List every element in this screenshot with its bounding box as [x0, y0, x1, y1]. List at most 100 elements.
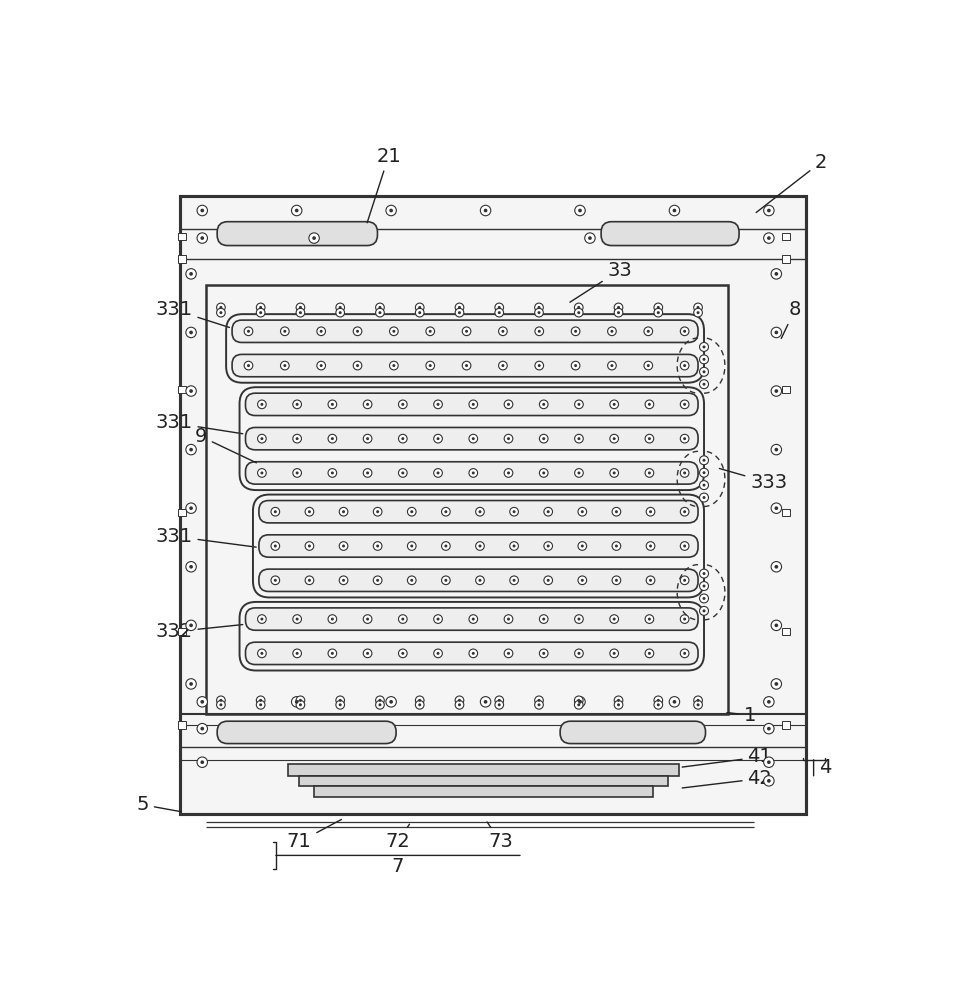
Circle shape	[444, 579, 447, 582]
Circle shape	[338, 306, 341, 309]
Circle shape	[699, 468, 707, 477]
Circle shape	[682, 471, 685, 474]
Circle shape	[401, 403, 404, 406]
Circle shape	[216, 700, 225, 709]
Circle shape	[613, 303, 622, 312]
Circle shape	[185, 562, 196, 572]
Circle shape	[539, 400, 548, 409]
Circle shape	[574, 696, 582, 705]
Circle shape	[292, 649, 301, 658]
Circle shape	[376, 579, 379, 582]
Circle shape	[771, 327, 780, 338]
Circle shape	[415, 303, 424, 312]
Bar	[781, 628, 789, 635]
Text: 4: 4	[818, 758, 830, 777]
Circle shape	[418, 699, 421, 702]
Circle shape	[577, 703, 579, 706]
Circle shape	[504, 400, 512, 409]
Circle shape	[415, 700, 424, 709]
Circle shape	[244, 327, 253, 336]
Circle shape	[539, 649, 548, 658]
Circle shape	[436, 437, 439, 440]
Circle shape	[509, 576, 518, 585]
Circle shape	[247, 330, 250, 333]
Circle shape	[376, 545, 379, 547]
Circle shape	[258, 649, 266, 658]
Circle shape	[461, 361, 470, 370]
Circle shape	[335, 303, 344, 312]
Circle shape	[436, 618, 439, 621]
Bar	[180, 196, 805, 814]
Circle shape	[283, 330, 286, 333]
Circle shape	[378, 306, 382, 309]
Circle shape	[256, 696, 264, 705]
Circle shape	[373, 542, 382, 550]
Circle shape	[292, 469, 301, 477]
Circle shape	[774, 682, 777, 686]
Circle shape	[609, 615, 618, 623]
Circle shape	[418, 311, 421, 314]
Circle shape	[295, 403, 298, 406]
Circle shape	[259, 311, 262, 314]
Circle shape	[506, 437, 509, 440]
Circle shape	[512, 510, 515, 513]
Circle shape	[216, 308, 225, 317]
Circle shape	[398, 469, 407, 477]
Circle shape	[295, 437, 298, 440]
FancyBboxPatch shape	[245, 427, 698, 450]
Circle shape	[501, 330, 504, 333]
Circle shape	[498, 361, 506, 370]
Circle shape	[189, 272, 193, 276]
Circle shape	[609, 649, 618, 658]
Circle shape	[295, 471, 298, 474]
Circle shape	[763, 757, 774, 767]
Circle shape	[763, 776, 774, 786]
Circle shape	[299, 703, 302, 706]
Circle shape	[197, 697, 208, 707]
Circle shape	[429, 330, 431, 333]
Circle shape	[699, 569, 707, 578]
Bar	[781, 255, 789, 263]
Circle shape	[774, 331, 777, 334]
Circle shape	[574, 697, 584, 707]
Circle shape	[342, 545, 345, 547]
Circle shape	[436, 403, 439, 406]
Circle shape	[291, 697, 302, 707]
Circle shape	[679, 576, 688, 585]
Circle shape	[200, 236, 204, 240]
Circle shape	[648, 403, 651, 406]
Circle shape	[534, 303, 543, 312]
Circle shape	[646, 507, 654, 516]
Circle shape	[299, 306, 302, 309]
Circle shape	[363, 469, 372, 477]
Circle shape	[766, 760, 770, 764]
FancyBboxPatch shape	[559, 721, 704, 744]
Circle shape	[771, 269, 780, 279]
Circle shape	[679, 649, 688, 658]
Circle shape	[444, 510, 447, 513]
Circle shape	[682, 545, 685, 547]
Circle shape	[185, 620, 196, 631]
Circle shape	[468, 469, 477, 477]
Circle shape	[468, 400, 477, 409]
Circle shape	[189, 448, 193, 451]
Circle shape	[699, 367, 707, 376]
Circle shape	[308, 579, 310, 582]
Text: 1: 1	[727, 706, 755, 725]
Circle shape	[328, 649, 336, 658]
Circle shape	[185, 269, 196, 279]
Circle shape	[614, 510, 617, 513]
Circle shape	[610, 364, 613, 367]
Circle shape	[338, 311, 341, 314]
Circle shape	[292, 434, 301, 443]
Circle shape	[497, 311, 501, 314]
Circle shape	[407, 542, 416, 550]
Circle shape	[426, 327, 434, 336]
Bar	[299, 776, 668, 786]
Circle shape	[436, 652, 439, 655]
Circle shape	[471, 403, 475, 406]
Circle shape	[197, 723, 208, 734]
Circle shape	[294, 700, 298, 704]
Circle shape	[258, 469, 266, 477]
FancyBboxPatch shape	[245, 393, 698, 416]
